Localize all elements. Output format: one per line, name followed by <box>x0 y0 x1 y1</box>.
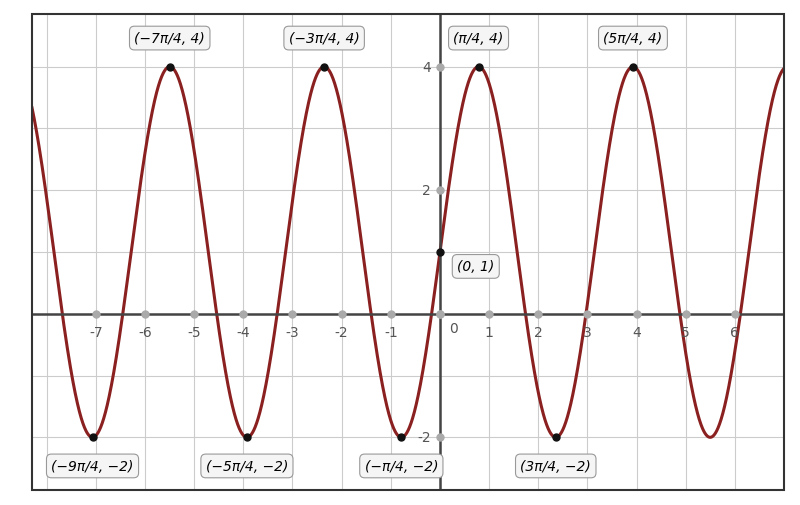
Text: (3π/4, −2): (3π/4, −2) <box>520 459 591 473</box>
Text: 2: 2 <box>422 184 431 198</box>
Text: (−3π/4, 4): (−3π/4, 4) <box>289 32 359 46</box>
Text: (−9π/4, −2): (−9π/4, −2) <box>51 459 134 473</box>
Text: (−5π/4, −2): (−5π/4, −2) <box>206 459 288 473</box>
Text: -2: -2 <box>418 430 431 444</box>
Text: 1: 1 <box>485 325 494 339</box>
Text: (π/4, 4): (π/4, 4) <box>454 32 504 46</box>
Text: (−π/4, −2): (−π/4, −2) <box>365 459 438 473</box>
Text: -6: -6 <box>138 325 152 339</box>
Text: (−7π/4, 4): (−7π/4, 4) <box>134 32 205 46</box>
Text: -4: -4 <box>237 325 250 339</box>
Text: 0: 0 <box>449 322 458 335</box>
Text: (0, 1): (0, 1) <box>457 260 494 274</box>
Text: 6: 6 <box>730 325 739 339</box>
Text: (5π/4, 4): (5π/4, 4) <box>603 32 662 46</box>
Text: 2: 2 <box>534 325 542 339</box>
Text: -2: -2 <box>335 325 349 339</box>
Text: -3: -3 <box>286 325 299 339</box>
Text: 4: 4 <box>632 325 641 339</box>
Text: 5: 5 <box>682 325 690 339</box>
Text: -1: -1 <box>384 325 398 339</box>
Text: 3: 3 <box>583 325 592 339</box>
Text: -7: -7 <box>89 325 102 339</box>
Text: -5: -5 <box>187 325 201 339</box>
Text: 4: 4 <box>422 61 431 75</box>
